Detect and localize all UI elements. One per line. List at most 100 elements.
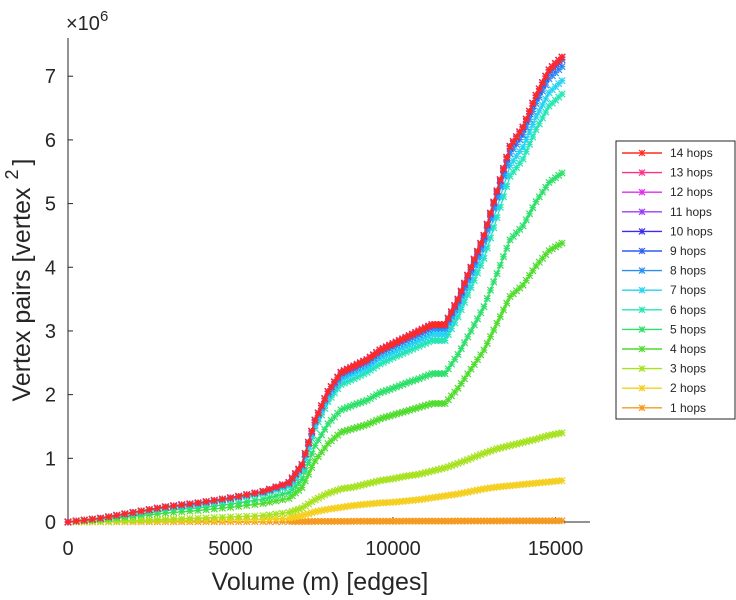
- data-point: [516, 159, 524, 167]
- y-axis-title-close: ]: [8, 159, 36, 166]
- data-point: [480, 517, 488, 525]
- data-point: [317, 448, 326, 456]
- data-point: [519, 123, 527, 131]
- data-point: [334, 409, 342, 418]
- data-point: [321, 425, 329, 433]
- data-point: [509, 157, 517, 165]
- data-point: [343, 517, 352, 525]
- legend-label: 11 hops: [670, 205, 712, 219]
- data-point: [415, 336, 423, 345]
- data-point: [272, 510, 280, 518]
- data-point: [457, 344, 465, 353]
- series-layer: [64, 53, 566, 526]
- legend-item: 10 hops: [622, 224, 713, 238]
- data-point: [308, 498, 316, 506]
- data-point: [80, 516, 88, 524]
- data-point: [425, 494, 433, 502]
- data-point: [389, 517, 397, 525]
- data-point: [542, 95, 550, 103]
- data-point: [516, 147, 524, 156]
- y-axis-title: Vertex pairs [vertex 2]: [2, 159, 36, 402]
- data-point: [170, 515, 178, 523]
- data-point: [311, 441, 319, 450]
- data-point: [558, 239, 566, 247]
- data-point: [311, 416, 319, 424]
- data-point: [321, 517, 329, 526]
- data-point: [486, 333, 495, 341]
- data-point: [441, 336, 449, 345]
- legend-label: 13 hops: [670, 166, 713, 180]
- y-tick-label: 7: [45, 66, 56, 88]
- data-point: [428, 517, 436, 525]
- data-point: [145, 505, 153, 514]
- data-point: [210, 496, 218, 504]
- data-point: [259, 487, 267, 496]
- data-point: [330, 517, 339, 525]
- data-point: [298, 475, 306, 483]
- y-tick-label: 5: [45, 194, 56, 216]
- data-point: [321, 444, 329, 452]
- legend-label: 1 hops: [670, 401, 706, 415]
- data-point: [382, 498, 391, 507]
- data-point: [558, 77, 566, 85]
- legend-item: 12 hops: [622, 185, 713, 199]
- data-point: [525, 210, 534, 218]
- data-point: [369, 351, 378, 359]
- data-point: [457, 517, 465, 525]
- data-point: [285, 478, 293, 487]
- data-point: [503, 299, 511, 307]
- series-line: [67, 80, 563, 523]
- data-point: [421, 324, 430, 332]
- legend: 14 hops 13 hops 12 hops 11 hops 10 hops 9 hop…: [615, 140, 736, 420]
- data-point: [314, 452, 322, 461]
- data-point: [538, 101, 547, 109]
- data-point: [558, 429, 566, 437]
- data-point: [470, 321, 478, 329]
- data-point: [340, 517, 348, 525]
- data-point: [490, 198, 498, 206]
- series-3-hops: [64, 429, 566, 526]
- data-point: [496, 312, 504, 321]
- data-point: [490, 517, 498, 525]
- data-point: [194, 514, 202, 522]
- legend-item: 6 hops: [622, 303, 706, 317]
- data-point: [542, 72, 550, 80]
- data-point: [251, 489, 259, 497]
- data-point: [490, 278, 498, 286]
- data-point: [483, 220, 491, 228]
- data-point: [522, 115, 530, 123]
- data-point: [272, 492, 280, 500]
- data-point: [457, 287, 465, 295]
- data-point: [218, 495, 226, 503]
- data-point: [314, 409, 322, 417]
- data-point: [186, 514, 194, 523]
- data-point: [532, 113, 540, 121]
- data-point: [278, 490, 287, 498]
- data-point: [441, 320, 449, 329]
- data-point: [202, 514, 210, 522]
- data-point: [525, 128, 534, 136]
- data-point: [434, 517, 443, 525]
- y-tick-label: 1: [45, 448, 56, 470]
- series-line: [67, 242, 563, 523]
- data-point: [493, 187, 501, 195]
- data-point: [490, 326, 498, 334]
- data-point: [460, 375, 469, 383]
- data-point: [538, 78, 547, 87]
- data-point: [178, 501, 186, 509]
- data-point: [493, 270, 501, 278]
- data-point: [529, 204, 537, 212]
- legend-item: 11 hops: [622, 205, 712, 219]
- data-point: [545, 517, 553, 525]
- data-point: [538, 114, 547, 122]
- data-point: [278, 481, 287, 489]
- data-point: [522, 276, 530, 284]
- data-point: [535, 517, 543, 525]
- data-point: [415, 517, 423, 525]
- data-point: [153, 504, 161, 512]
- data-point: [467, 263, 475, 271]
- data-point: [301, 449, 309, 458]
- legend-item: 14 hops: [622, 146, 713, 160]
- data-point: [235, 516, 243, 524]
- data-point: [431, 320, 439, 329]
